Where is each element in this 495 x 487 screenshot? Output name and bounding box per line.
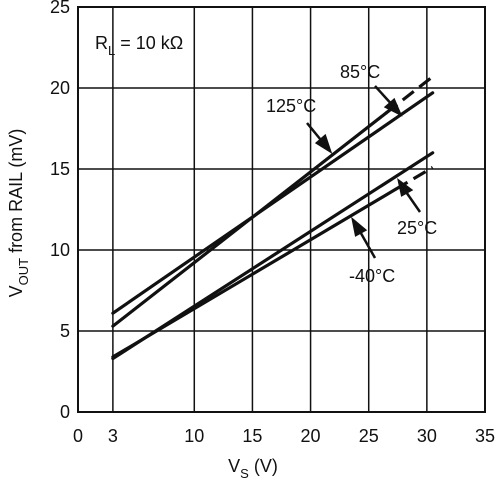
y-tick-label: 15: [50, 159, 70, 179]
y-tick-label: 5: [60, 321, 70, 341]
label-125c: 125°C: [266, 96, 316, 116]
grid-lines: [78, 7, 485, 412]
arrow-85c-head: [383, 97, 403, 117]
x-axis-label: VS (V): [228, 456, 278, 481]
x-tick-label: 35: [475, 426, 495, 446]
y-tick-label: 0: [60, 402, 70, 422]
x-tick-label: 3: [108, 426, 118, 446]
arrow-25c-head: [397, 177, 414, 197]
x-tick-label: 0: [73, 426, 83, 446]
tick-labels: 0 3 10 15 20 25 30 35 0 5 10 15 20 25: [50, 0, 495, 446]
y-tick-label: 25: [50, 0, 70, 17]
series-group: [111, 75, 435, 361]
x-tick-label: 30: [417, 426, 437, 446]
annotation-arrows: [306, 85, 422, 259]
plot-frame: [77, 6, 486, 413]
series-line-neg40c: [111, 151, 435, 361]
y-tick-label: 20: [50, 78, 70, 98]
rl-annotation: RL = 10 kΩ: [95, 33, 183, 58]
y-tick-label: 10: [50, 240, 70, 260]
x-tick-label: 20: [301, 426, 321, 446]
x-tick-label: 10: [184, 426, 204, 446]
label-25c: 25°C: [397, 218, 437, 238]
series-line-125c: [111, 91, 435, 315]
arrow-125c-head: [314, 133, 333, 154]
arrow-neg40c-head: [351, 216, 368, 237]
plot-border: [77, 6, 486, 413]
x-tick-label: 25: [359, 426, 379, 446]
label-85c: 85°C: [340, 62, 380, 82]
x-tick-label: 15: [242, 426, 262, 446]
label-neg40c: -40°C: [349, 266, 395, 286]
y-axis-label: VOUT from RAIL (mV): [6, 129, 31, 298]
